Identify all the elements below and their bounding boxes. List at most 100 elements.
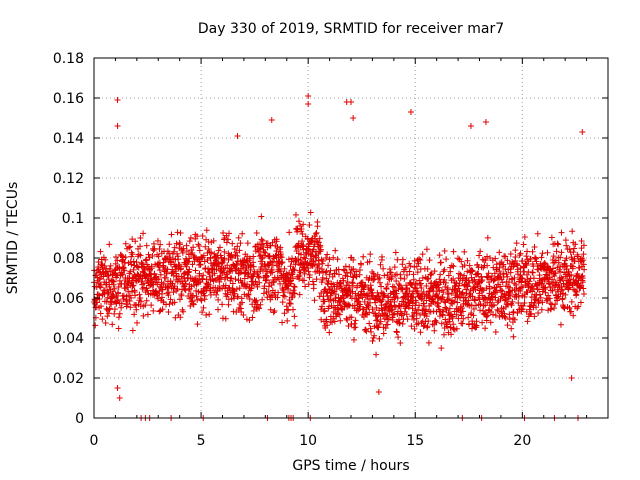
data-point — [224, 274, 231, 281]
data-point — [156, 308, 163, 315]
data-point — [543, 297, 550, 304]
data-point — [514, 261, 521, 268]
data-point — [173, 240, 180, 247]
data-point — [435, 303, 442, 310]
data-point — [495, 308, 502, 315]
data-point — [523, 271, 530, 278]
data-point — [128, 261, 135, 268]
data-point — [289, 294, 296, 301]
data-point — [426, 257, 433, 264]
data-point — [437, 271, 444, 278]
data-point — [468, 268, 475, 275]
data-point — [317, 246, 324, 253]
data-point — [528, 310, 535, 317]
data-point — [189, 261, 196, 268]
data-point — [465, 297, 472, 304]
data-point — [465, 321, 472, 328]
data-point — [105, 289, 112, 296]
data-point — [441, 331, 448, 338]
data-point — [537, 294, 544, 301]
data-point — [526, 278, 533, 285]
data-point — [279, 319, 286, 326]
data-point — [538, 254, 545, 261]
data-point — [97, 281, 104, 288]
data-point — [194, 296, 201, 303]
data-point — [549, 265, 556, 272]
data-point — [297, 269, 304, 276]
data-point — [228, 275, 235, 282]
data-point — [153, 273, 160, 280]
data-point — [200, 272, 207, 279]
data-point — [514, 310, 521, 317]
data-point — [166, 250, 173, 257]
data-point — [464, 257, 471, 264]
data-point — [533, 304, 540, 311]
data-point — [562, 291, 569, 298]
data-point — [362, 311, 369, 318]
data-point — [443, 256, 450, 263]
data-point — [553, 248, 560, 255]
data-point — [490, 264, 497, 271]
data-point — [299, 238, 306, 245]
data-point — [332, 247, 339, 254]
data-point — [410, 316, 417, 323]
data-point — [484, 262, 491, 269]
data-point — [269, 269, 276, 276]
data-point — [186, 255, 193, 262]
data-point — [446, 318, 453, 325]
data-point — [271, 308, 278, 315]
data-point — [324, 322, 331, 329]
data-point — [309, 278, 316, 285]
data-point — [344, 317, 351, 324]
data-point — [180, 308, 187, 315]
data-point — [273, 236, 280, 243]
data-point — [369, 338, 376, 345]
data-point — [177, 314, 184, 321]
data-point — [217, 244, 224, 251]
data-point — [234, 243, 241, 250]
data-point — [380, 330, 387, 337]
data-point — [295, 256, 302, 263]
data-point — [572, 241, 579, 248]
data-point — [502, 296, 509, 303]
data-point — [236, 285, 243, 292]
data-point — [105, 310, 112, 317]
data-point — [300, 242, 307, 249]
data-point — [187, 234, 194, 241]
data-point — [362, 282, 369, 289]
data-point — [429, 284, 436, 291]
data-point — [156, 245, 163, 252]
data-point — [381, 272, 388, 279]
data-point — [391, 298, 398, 305]
data-point — [471, 296, 478, 303]
data-point — [446, 305, 453, 312]
data-point — [458, 258, 465, 265]
data-point — [133, 306, 140, 313]
data-point — [376, 335, 383, 342]
data-point — [427, 308, 434, 315]
data-point — [498, 287, 505, 294]
data-point — [542, 284, 549, 291]
outlier-point — [305, 93, 312, 99]
data-point — [132, 238, 139, 245]
data-point — [357, 301, 364, 308]
data-point — [404, 271, 411, 278]
data-point — [286, 229, 293, 236]
data-point — [200, 252, 207, 259]
data-point — [564, 277, 571, 284]
data-point — [270, 309, 277, 316]
data-point — [476, 252, 483, 259]
data-point — [521, 233, 528, 240]
data-point — [367, 251, 374, 258]
data-point — [201, 258, 208, 265]
data-point — [387, 269, 394, 276]
data-point — [554, 295, 561, 302]
x-tick-label: 0 — [90, 433, 99, 449]
data-point — [499, 288, 506, 295]
data-point — [235, 234, 242, 241]
data-point — [392, 304, 399, 311]
data-point — [411, 284, 418, 291]
data-point — [511, 316, 518, 323]
data-point — [568, 254, 575, 261]
data-point — [366, 309, 373, 316]
